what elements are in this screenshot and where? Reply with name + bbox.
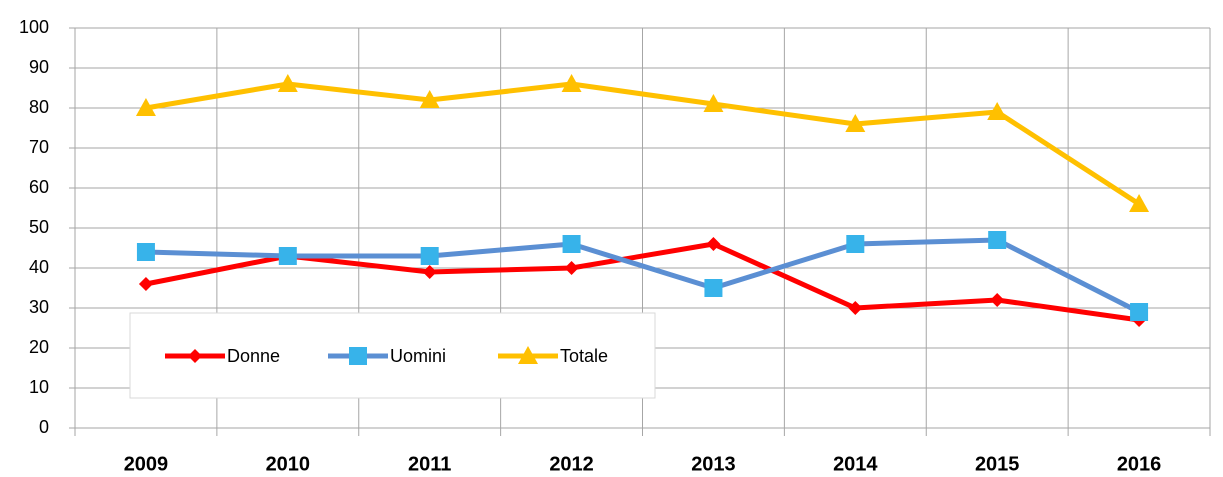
series-line — [145, 237, 1141, 315]
marker — [277, 74, 298, 92]
x-tick-label: 2011 — [408, 453, 451, 475]
legend-label: Uomini — [390, 346, 446, 366]
marker — [706, 237, 721, 251]
x-tick-label: 2012 — [549, 453, 594, 475]
marker — [845, 114, 866, 132]
marker — [988, 231, 1007, 249]
legend-label: Donne — [227, 346, 280, 366]
y-tick-label: 100 — [19, 17, 49, 37]
marker — [703, 94, 724, 112]
marker — [561, 74, 582, 92]
x-tick-label: 2010 — [266, 453, 311, 475]
marker — [562, 235, 581, 253]
y-tick-label: 70 — [29, 137, 49, 157]
marker — [278, 247, 297, 265]
x-tick-label: 2009 — [124, 453, 169, 475]
marker — [1129, 194, 1150, 212]
marker — [990, 293, 1005, 307]
marker — [704, 279, 723, 297]
marker — [420, 247, 439, 265]
y-tick-label: 0 — [39, 417, 49, 437]
marker — [422, 265, 437, 279]
y-tick-label: 10 — [29, 377, 49, 397]
legend: Donne Uomini Totale — [129, 312, 656, 399]
y-tick-label: 50 — [29, 217, 49, 237]
marker — [987, 102, 1008, 120]
marker — [1130, 303, 1149, 321]
legend-label: Totale — [560, 346, 608, 366]
y-tick-label: 20 — [29, 337, 49, 357]
x-tick-label: 2014 — [833, 453, 878, 475]
x-tick-label: 2015 — [975, 453, 1020, 475]
marker — [564, 261, 579, 275]
series-line — [145, 81, 1141, 207]
marker — [518, 346, 538, 364]
y-tick-label: 80 — [29, 97, 49, 117]
series-line — [145, 241, 1140, 323]
y-tick-label: 60 — [29, 177, 49, 197]
marker — [419, 90, 440, 108]
marker — [349, 347, 367, 365]
marker — [135, 98, 156, 116]
y-tick-label: 90 — [29, 57, 49, 77]
marker — [136, 243, 155, 261]
y-tick-label: 30 — [29, 297, 49, 317]
x-tick-label: 2016 — [1117, 453, 1162, 475]
y-tick-label: 40 — [29, 257, 49, 277]
marker — [846, 235, 865, 253]
marker — [188, 349, 202, 363]
marker — [138, 277, 153, 291]
x-tick-label: 2013 — [691, 453, 736, 475]
marker — [848, 301, 863, 315]
